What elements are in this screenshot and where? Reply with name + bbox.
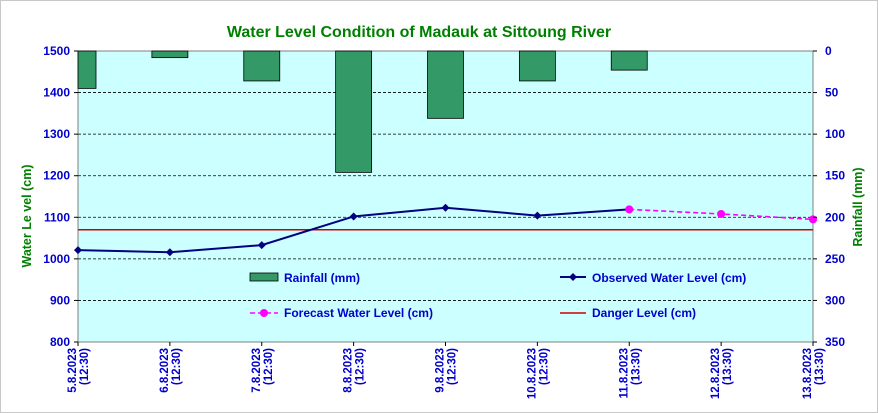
x-tick-time-label: (12:30) [447, 348, 459, 385]
chart-title: Water Level Condition of Madauk at Sitto… [227, 24, 611, 41]
observed-point [441, 203, 450, 212]
y-left-tick-label: 1300 [43, 127, 70, 141]
x-tick-time-label: (13:30) [630, 348, 642, 385]
rainfall-bar [518, 50, 556, 82]
rainfall-bar [77, 50, 97, 89]
x-tick-date-label: 9.8.2023 [435, 348, 447, 393]
y-left-tick-label: 900 [50, 293, 70, 307]
y-right-tick-label: 250 [825, 252, 845, 266]
legend-rainfall-swatch [249, 272, 279, 282]
rainfall-bar [243, 50, 281, 82]
rainfall-bar [427, 50, 464, 119]
x-tick-date-label: 13.8.2023 [802, 348, 814, 399]
observed-point [74, 246, 82, 255]
y-left-tick-label: 1100 [44, 210, 70, 224]
y-right-tick-label: 300 [825, 293, 845, 307]
legend-forecast-label: Forecast Water Level (cm) [284, 306, 433, 320]
legend [249, 272, 586, 317]
legend-rainfall-label: Rainfall (mm) [284, 271, 360, 285]
y-right-tick-label: 50 [825, 86, 839, 100]
y-left-tick-label: 1000 [43, 252, 70, 266]
y-right-tick-label: 0 [825, 44, 832, 58]
x-tick-date-label: 8.8.2023 [343, 348, 355, 393]
legend-observed-marker [569, 273, 577, 281]
y-axis-right-title: Rainfall (mm) [851, 167, 865, 246]
x-tick-date-label: 11.8.2023 [618, 348, 630, 399]
series-lines [74, 203, 817, 257]
x-tick-date-label: 12.8.2023 [710, 348, 722, 399]
observed-point [257, 241, 266, 250]
rainfall-bar [610, 50, 648, 71]
observed-point [165, 248, 174, 257]
x-tick-date-label: 5.8.2023 [67, 348, 79, 393]
legend-observed-label: Observed Water Level (cm) [592, 271, 746, 285]
forecast-point [625, 205, 634, 214]
x-tick-time-label: (12:30) [79, 348, 91, 385]
x-tick-date-label: 7.8.2023 [251, 348, 263, 393]
y-right-tick-label: 100 [825, 127, 845, 141]
forecast-point [717, 209, 726, 218]
x-tick-time-label: (12:30) [538, 348, 550, 385]
y-left-tick-label: 800 [50, 335, 70, 349]
x-tick-time-label: (12:30) [355, 348, 367, 385]
observed-point [533, 211, 542, 220]
y-left-tick-label: 1400 [43, 86, 70, 100]
legend-danger-label: Danger Level (cm) [592, 306, 696, 320]
x-tick-time-label: (13:30) [814, 348, 826, 385]
x-tick-time-label: (12:30) [171, 348, 183, 385]
y-right-tick-label: 200 [825, 210, 845, 224]
y-right-tick-label: 350 [825, 335, 845, 349]
x-tick-time-label: (13:30) [722, 348, 734, 385]
x-tick-date-label: 6.8.2023 [159, 348, 171, 393]
observed-point [349, 212, 358, 221]
x-tick-time-label: (12:30) [263, 348, 275, 385]
rainfall-bar [151, 50, 189, 59]
y-left-tick-label: 1200 [43, 169, 70, 183]
legend-forecast-marker [260, 309, 268, 317]
y-axis-left-title: Water Le vel (cm) [20, 164, 34, 267]
x-tick-date-label: 10.8.2023 [526, 348, 538, 399]
rainfall-bar [335, 50, 373, 173]
forecast-point [809, 215, 817, 224]
y-left-tick-label: 1500 [43, 44, 70, 58]
y-right-tick-label: 150 [825, 169, 845, 183]
rainfall-bars [77, 50, 648, 173]
axes: 800 900 1000 1100 1200 1300 1400 1500 0 50 100 150 2… [43, 44, 845, 399]
